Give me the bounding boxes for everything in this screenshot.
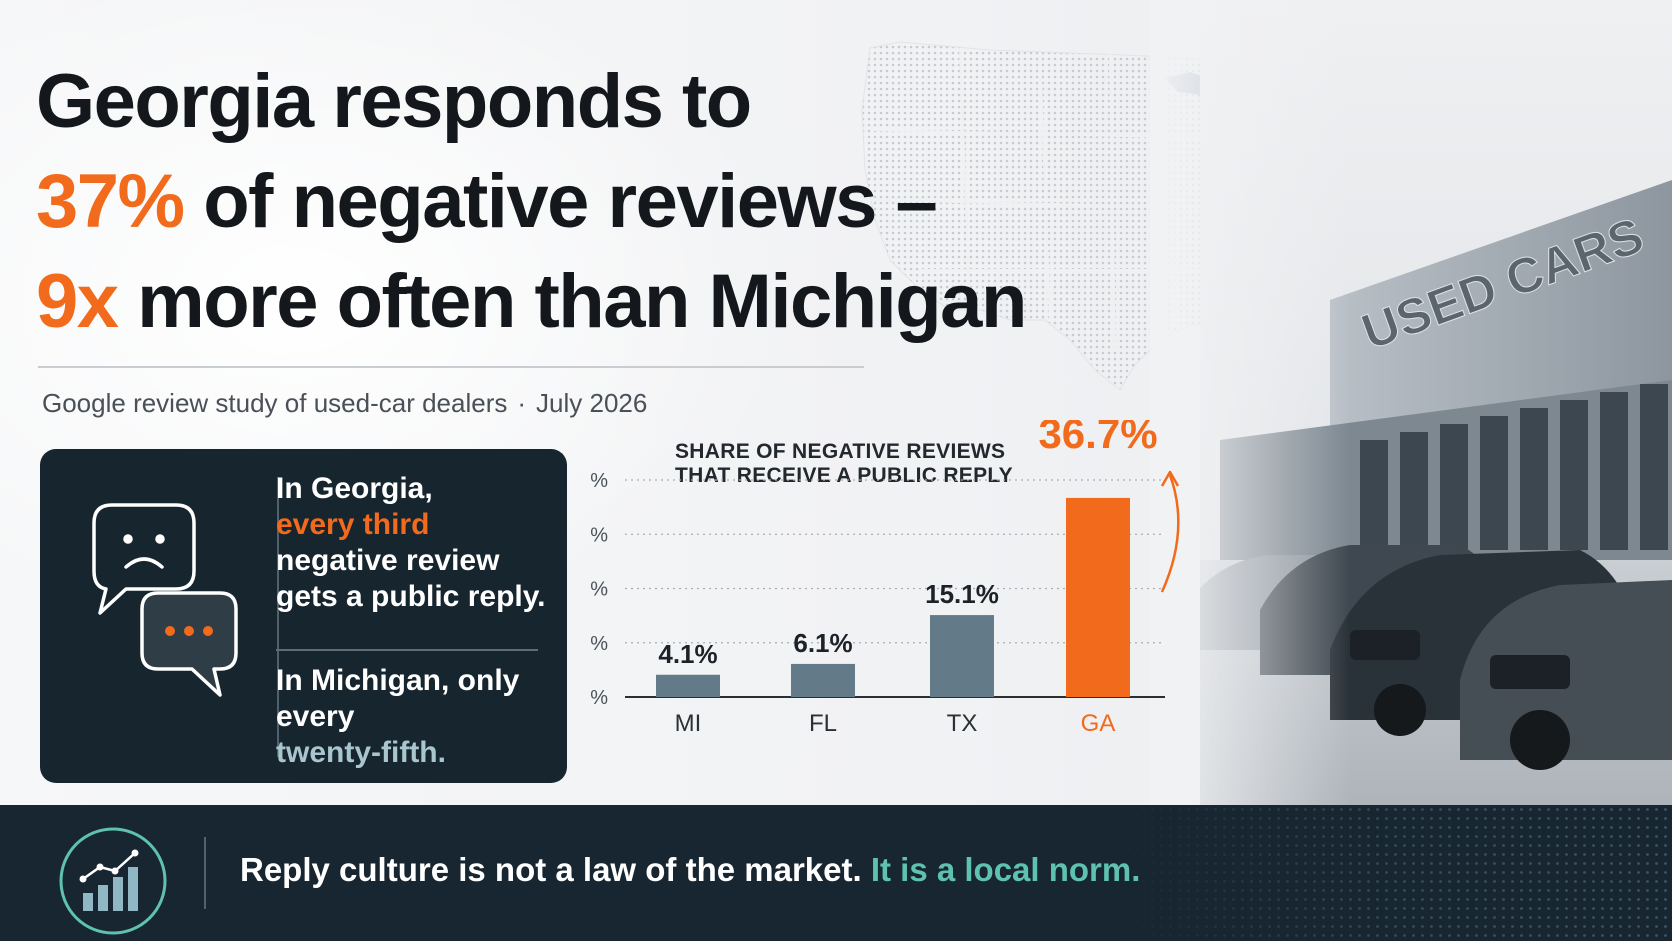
footer-banner: Reply culture is not a law of the market… — [0, 805, 1672, 941]
sad-face-chat-icon — [92, 503, 196, 615]
y-tick-label: 40% — [590, 470, 608, 492]
curved-arrow-icon — [1160, 474, 1180, 593]
bar-tx — [930, 615, 994, 697]
footer-dot-texture — [1112, 805, 1672, 941]
footer-statement: Reply culture is not a law of the market… — [240, 851, 1140, 889]
scene-fade — [1150, 0, 1350, 805]
chat-bubbles-icon — [92, 503, 238, 697]
michigan-lead: In Michigan, only every — [276, 664, 520, 733]
headline-divider — [38, 366, 864, 368]
category-label-mi: MI — [675, 710, 702, 737]
headline-line-1: Georgia responds to — [36, 59, 752, 144]
headline: Georgia responds to 37% of negative revi… — [36, 52, 1116, 352]
georgia-statement: In Georgia, every third negative review … — [276, 471, 556, 615]
card-divider — [277, 477, 279, 757]
value-label-tx: 15.1% — [925, 579, 999, 609]
bar-mi — [656, 674, 720, 697]
y-tick-label: 10% — [590, 633, 608, 655]
category-label-ga: GA — [1081, 710, 1116, 737]
chart-title-line-1: SHARE OF NEGATIVE REVIEWS — [675, 440, 1006, 463]
insight-card: In Georgia, every third negative review … — [40, 449, 567, 783]
georgia-rest: negative review gets a public reply. — [276, 544, 546, 613]
headline-line-2-rest: of negative reviews – — [203, 159, 938, 244]
subtitle-separator: · — [517, 388, 527, 418]
headline-line-2: 37% of negative reviews – — [36, 152, 1116, 252]
headline-line-3: 9x more often than Michigan — [36, 252, 1116, 352]
curved-arrow-head — [1160, 470, 1180, 487]
growth-chart-icon — [59, 827, 167, 935]
bar-ga — [1066, 497, 1130, 697]
footer-statement-main: Reply culture is not a law of the market… — [240, 851, 862, 888]
card-inner-divider — [276, 649, 538, 651]
footer-divider — [204, 837, 206, 909]
chart-title-line-2: THAT RECEIVE A PUBLIC REPLY — [675, 464, 1013, 487]
subtitle: Google review study of used-car dealers ·… — [42, 388, 647, 419]
category-label-fl: FL — [809, 710, 837, 737]
subtitle-source: Google review study of used-car dealers — [42, 388, 508, 418]
typing-chat-icon — [140, 591, 238, 697]
reply-rate-bar-chart: 0% 10% 20% 30% 40% 4.1% MI 6.1% FL 15.1% TX 36.7% GA — [590, 420, 1180, 737]
y-tick-label: 30% — [590, 524, 608, 546]
headline-accent-percent: 37% — [36, 159, 185, 244]
michigan-highlight: twenty-fifth. — [276, 736, 446, 769]
chart-title: SHARE OF NEGATIVE REVIEWS THAT RECEIVE A… — [675, 440, 1013, 488]
value-label-fl: 6.1% — [793, 628, 852, 658]
footer-statement-accent: It is a local norm. — [870, 851, 1141, 888]
headline-line-3-rest: more often than Michigan — [137, 259, 1027, 344]
value-label-ga: 36.7% — [1038, 420, 1157, 457]
subtitle-date: July 2026 — [536, 388, 648, 418]
georgia-highlight: every third — [276, 508, 430, 541]
y-tick-label: 0% — [590, 687, 608, 709]
value-label-mi: 4.1% — [658, 639, 717, 669]
headline-accent-multiplier: 9x — [36, 259, 119, 344]
y-tick-label: 20% — [590, 579, 608, 601]
michigan-statement: In Michigan, only every twenty-fifth. — [276, 663, 556, 771]
georgia-lead: In Georgia, — [276, 472, 433, 505]
category-label-tx: TX — [947, 710, 978, 737]
bar-fl — [791, 663, 855, 697]
